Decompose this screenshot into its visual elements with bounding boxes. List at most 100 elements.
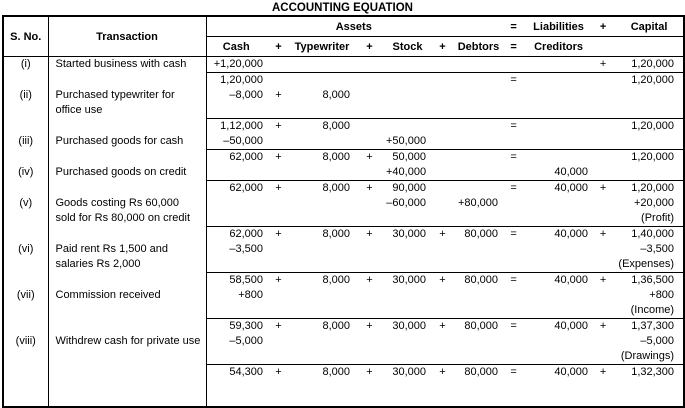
- debtors-cell: [456, 179, 502, 196]
- capital-cell: 1,20,000: [615, 72, 685, 88]
- plus-cell: [429, 380, 456, 407]
- s-no-cell: [3, 210, 49, 226]
- header-capital: Capital: [615, 16, 685, 37]
- table-header: S. No. Transaction Assets = Liabilities …: [3, 16, 685, 57]
- debtors-cell: [456, 380, 501, 407]
- plus-cell: [353, 288, 386, 303]
- typewriter-cell: 8,000: [291, 179, 353, 196]
- plus-cell: +: [353, 225, 386, 242]
- header-stock: Stock: [386, 36, 429, 57]
- accounting-equation-table: S. No. Transaction Assets = Liabilities …: [2, 15, 685, 408]
- plus-cell: [429, 179, 456, 196]
- plus-cell: [266, 134, 291, 150]
- equals-cell: [501, 334, 526, 349]
- transaction-row: office use: [3, 103, 684, 118]
- s-no-cell: [3, 348, 49, 364]
- debtors-cell: +80,000: [457, 196, 499, 209]
- plus-cell: [591, 72, 616, 88]
- plus-cell: [353, 334, 386, 349]
- cash-cell: +800: [238, 288, 263, 301]
- transaction-cell: [48, 318, 207, 334]
- transaction-cell: Purchased typewriter for: [48, 88, 207, 103]
- plus-cell: +: [591, 317, 616, 334]
- plus-cell: [429, 117, 456, 134]
- header-equals: =: [501, 36, 527, 57]
- plus-cell: +: [429, 363, 456, 380]
- typewriter-cell: [291, 165, 353, 181]
- header-row-2: Cash + Typewriter + Stock + Debtors = Cr…: [3, 36, 685, 57]
- debtors-cell: [456, 257, 501, 273]
- cash-cell: –3,500: [229, 242, 263, 255]
- capital-cell: 1,37,300: [615, 317, 685, 334]
- stock-cell: 30,000: [386, 317, 429, 334]
- debtors-cell: [456, 349, 501, 365]
- typewriter-cell: [291, 211, 353, 227]
- creditors-cell: [526, 196, 591, 211]
- debtors-cell: [456, 165, 501, 181]
- transaction-cell: Purchased goods on credit: [48, 164, 207, 180]
- capital-cell: +20,000: [633, 196, 675, 209]
- creditors-cell: 40,000: [526, 225, 592, 242]
- plus-cell: [429, 242, 456, 257]
- s-no-cell: [3, 302, 49, 318]
- plus-cell: [266, 196, 291, 211]
- plus-cell: +: [591, 225, 616, 242]
- s-no-cell: [3, 118, 49, 134]
- equals-cell: =: [501, 225, 527, 242]
- transaction-cell: [48, 118, 207, 134]
- cash-cell: 62,000: [206, 225, 266, 242]
- transaction-row: (iv) Purchased goods on credit +40,000 40,0…: [3, 164, 684, 181]
- transaction-cell: sold for Rs 80,000 on credit: [48, 210, 207, 226]
- debtors-cell: 80,000: [456, 363, 502, 380]
- s-no-cell: [3, 318, 49, 334]
- balance-row: 62,000 +8,000 +30,000 +80,000 = 40,000 +1,40,0…: [3, 225, 685, 242]
- transaction-row: sold for Rs 80,000 on credit (Profit): [3, 210, 684, 227]
- transaction-cell: Purchased goods for cash: [48, 133, 207, 149]
- equals-cell: =: [501, 117, 527, 134]
- plus-cell: [591, 148, 616, 165]
- s-no-cell: [3, 149, 49, 165]
- plus-cell: [591, 211, 615, 227]
- s-no-cell: [3, 180, 49, 196]
- s-no-cell: [3, 103, 49, 118]
- stock-cell: 90,000: [386, 179, 429, 196]
- plus-cell: +: [353, 148, 386, 165]
- capital-cell: (Expenses): [618, 257, 675, 270]
- plus-cell: +: [353, 317, 386, 334]
- capital-cell: [615, 165, 684, 181]
- transaction-row: (vii) Commission received +800 +800: [3, 287, 684, 303]
- capital-cell: [615, 88, 684, 103]
- debtors-cell: [456, 103, 501, 118]
- plus-cell: [266, 57, 291, 73]
- plus-cell: [353, 349, 386, 365]
- capital-cell: 1,20,000: [615, 117, 685, 134]
- capital-cell: 1,40,000: [615, 225, 685, 242]
- creditors-cell: [526, 211, 591, 227]
- cash-cell: [206, 165, 266, 181]
- balance-row: 54,300 +8,000 +30,000 +80,000 = 40,000 +1,32,3…: [3, 363, 685, 380]
- creditors-cell: 40,000: [526, 179, 592, 196]
- transaction-cell: [48, 149, 207, 165]
- capital-cell: 1,36,500: [615, 271, 685, 288]
- cash-cell: [206, 349, 266, 365]
- transaction-row: (ii) Purchased typewriter for –8,000 +8,000: [3, 88, 684, 103]
- plus-cell: [353, 380, 386, 407]
- plus-cell: [591, 349, 615, 365]
- plus-cell: [353, 257, 386, 273]
- plus-cell: [353, 211, 386, 227]
- cash-cell: +1,20,000: [213, 58, 263, 70]
- stock-cell: [386, 288, 429, 303]
- capital-cell: (Profit): [641, 211, 675, 224]
- plus-cell: [266, 349, 291, 365]
- equals-cell: =: [501, 363, 527, 380]
- cash-cell: [206, 257, 266, 273]
- balance-row: 62,000 +8,000 +50,000 = 1,20,000: [3, 148, 685, 165]
- plus-cell: [429, 288, 456, 303]
- stock-cell: –60,000: [386, 196, 426, 209]
- transaction-row: (Drawings): [3, 348, 684, 365]
- typewriter-cell: 8,000: [291, 317, 353, 334]
- transaction-cell: [48, 180, 207, 196]
- stock-cell: +40,000: [386, 165, 427, 178]
- transaction-row: (viii) Withdrew cash for private use –5,00…: [3, 333, 684, 349]
- typewriter-cell: [291, 196, 353, 211]
